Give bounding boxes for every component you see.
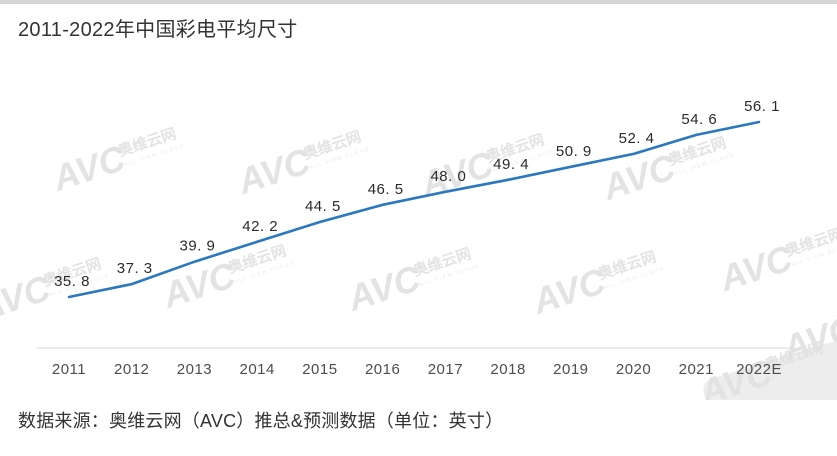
watermark-blob: [703, 329, 837, 400]
data-point-label: 49. 4: [493, 156, 529, 173]
data-point-label: 35. 8: [54, 273, 90, 290]
data-point-label: 44. 5: [305, 198, 341, 215]
x-tick-label: 2015: [302, 361, 337, 378]
data-point-label: 42. 2: [242, 218, 278, 235]
x-tick-label: 2016: [365, 361, 400, 378]
x-tick-label: 2019: [553, 361, 588, 378]
data-point-label: 37. 3: [117, 260, 153, 277]
data-point-label: 50. 9: [556, 143, 592, 160]
x-tick-label: 2013: [177, 361, 212, 378]
data-point-label: 56. 1: [744, 98, 780, 115]
x-tick-label: 2017: [428, 361, 463, 378]
source-note: 数据来源：奥维云网（AVC）推总&预测数据（单位：英寸）: [18, 411, 504, 431]
x-tick-label: 2021: [679, 361, 714, 378]
chart-title: 2011-2022年中国彩电平均尺寸: [18, 19, 298, 41]
data-point-label: 46. 5: [368, 181, 404, 198]
data-point-label: 52. 4: [619, 130, 655, 147]
x-tick-label: 2011: [52, 361, 86, 378]
x-tick-label: 2014: [240, 361, 275, 378]
x-tick-label: 2022E: [736, 361, 782, 378]
x-tick-label: 2020: [616, 361, 651, 378]
x-tick-label: 2012: [114, 361, 149, 378]
x-tick-label: 2018: [490, 361, 525, 378]
data-point-label: 48. 0: [430, 168, 466, 185]
data-point-label: 39. 9: [180, 238, 216, 255]
data-point-label: 54. 6: [681, 111, 717, 128]
top-border: [0, 0, 837, 4]
data-line: [67, 120, 761, 299]
